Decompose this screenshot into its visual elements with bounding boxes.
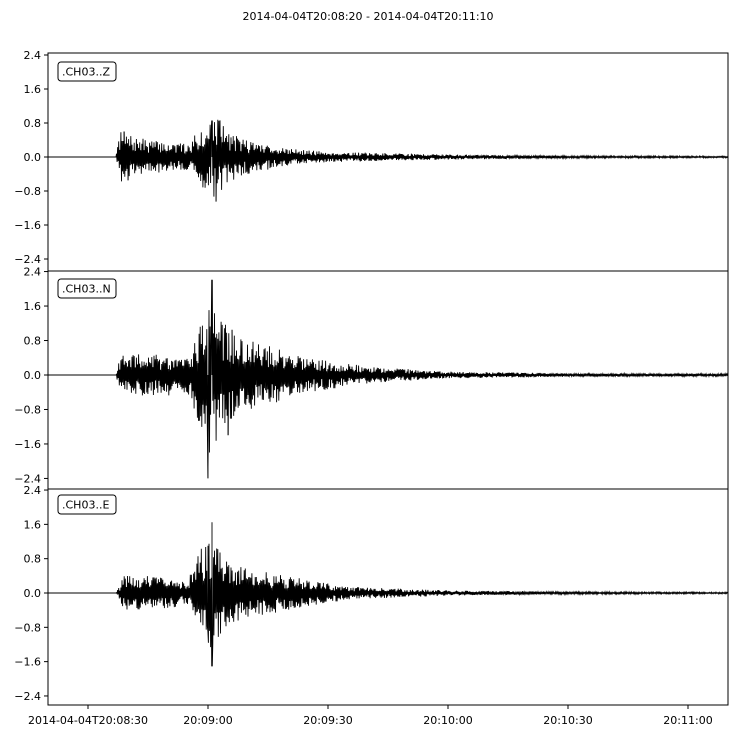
y-tick-label: 0.8 xyxy=(24,117,42,130)
y-axis-ticks: 2.4 1.6 0.8 0.0 −0.8 −1.6 −2.4 xyxy=(14,484,48,703)
channel-label: .CH03..N xyxy=(62,283,111,296)
y-axis-ticks: 2.4 1.6 0.8 0.0 −0.8 −1.6 −2.4 xyxy=(14,49,48,266)
y-tick-label: 0.8 xyxy=(24,553,42,566)
x-tick-label: 20:11:00 xyxy=(663,714,712,727)
y-tick-label: −0.8 xyxy=(14,185,41,198)
y-tick-label: 1.6 xyxy=(24,83,42,96)
y-tick-label: 2.4 xyxy=(24,484,42,497)
y-tick-label: −1.6 xyxy=(14,438,41,451)
y-tick-label: 0.0 xyxy=(24,369,42,382)
panel-e: 2.4 1.6 0.8 0.0 −0.8 −1.6 −2.4 .CH03..E xyxy=(14,484,729,706)
x-tick-label: 2014-04-04T20:08:30 xyxy=(28,714,148,727)
y-axis-ticks: 2.4 1.6 0.8 0.0 −0.8 −1.6 −2.4 xyxy=(14,266,48,485)
waveform-trace xyxy=(48,522,728,667)
y-tick-label: 2.4 xyxy=(24,266,42,279)
y-tick-label: 0.0 xyxy=(24,587,42,600)
channel-label-box: .CH03..E xyxy=(57,494,117,515)
y-tick-label: 1.6 xyxy=(24,518,42,531)
chart-title: 2014-04-04T20:08:20 - 2014-04-04T20:11:1… xyxy=(242,10,493,23)
y-tick-label: −1.6 xyxy=(14,219,41,232)
x-tick-label: 20:09:30 xyxy=(303,714,352,727)
channel-label: .CH03..E xyxy=(62,499,109,512)
x-tick-label: 20:09:00 xyxy=(183,714,232,727)
waveform-trace xyxy=(48,119,728,202)
y-tick-label: 1.6 xyxy=(24,300,42,313)
channel-label-box: .CH03..Z xyxy=(57,61,117,82)
y-tick-label: 2.4 xyxy=(24,49,42,62)
y-tick-label: −2.4 xyxy=(14,690,41,703)
x-tick-label: 20:10:30 xyxy=(543,714,592,727)
y-tick-label: 0.0 xyxy=(24,151,42,164)
y-tick-label: −1.6 xyxy=(14,656,41,669)
y-tick-label: −0.8 xyxy=(14,621,41,634)
y-tick-label: −2.4 xyxy=(14,472,41,485)
y-tick-label: −0.8 xyxy=(14,403,41,416)
x-tick-label: 20:10:00 xyxy=(423,714,472,727)
panel-frame xyxy=(47,488,729,706)
panel-z: 2.4 1.6 0.8 0.0 −0.8 −1.6 −2.4 .CH03..Z xyxy=(14,49,729,272)
y-tick-label: 0.8 xyxy=(24,335,42,348)
channel-label: .CH03..Z xyxy=(62,66,110,79)
x-axis: 2014-04-04T20:08:30 20:09:00 20:09:30 20:10… xyxy=(28,705,713,727)
panel-n: 2.4 1.6 0.8 0.0 −0.8 −1.6 −2.4 .CH03..N xyxy=(14,266,729,490)
channel-label-box: .CH03..N xyxy=(57,278,117,299)
y-tick-label: −2.4 xyxy=(14,253,41,266)
waveform-trace xyxy=(48,279,729,479)
